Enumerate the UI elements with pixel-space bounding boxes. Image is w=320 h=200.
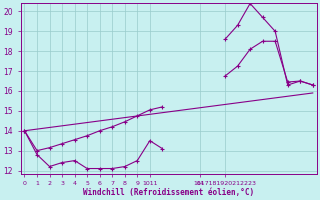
- X-axis label: Windchill (Refroidissement éolien,°C): Windchill (Refroidissement éolien,°C): [83, 188, 254, 197]
